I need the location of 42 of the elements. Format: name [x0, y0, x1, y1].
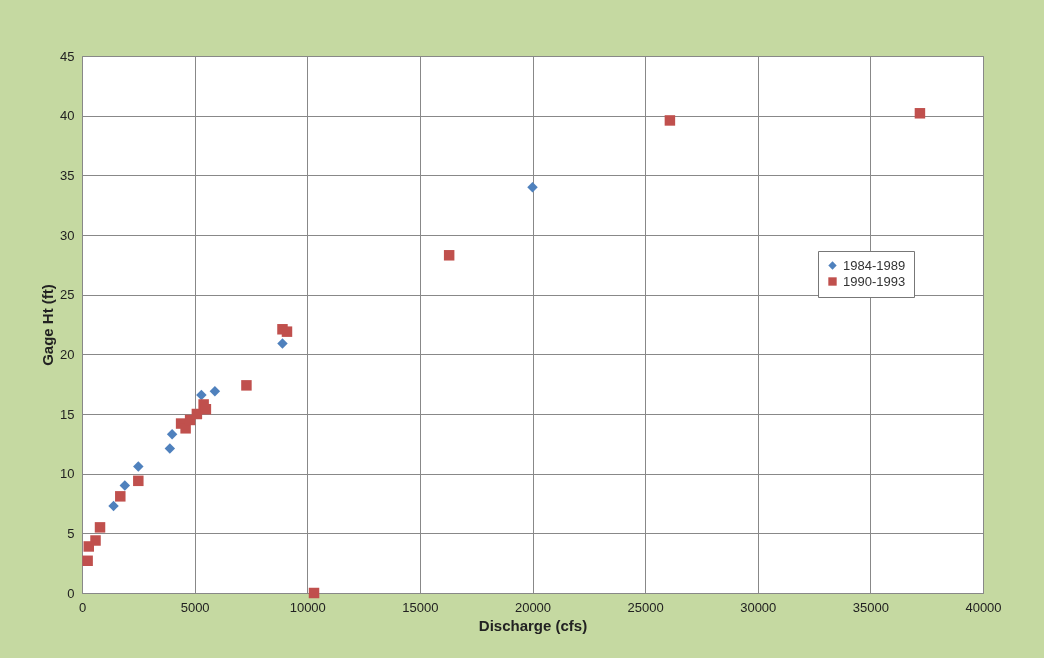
point	[94, 522, 106, 533]
point	[308, 587, 320, 599]
y-tick-label: 25	[60, 287, 75, 303]
x-tick-label: 10000	[289, 599, 326, 615]
x-tick-label: 40000	[965, 599, 1002, 615]
point	[90, 535, 101, 546]
y-tick-label: 30	[60, 227, 75, 243]
y-tick-label: 20	[60, 346, 75, 362]
y-tick-label: 0	[67, 585, 75, 601]
point	[664, 115, 676, 126]
point	[133, 475, 144, 487]
point	[164, 443, 176, 454]
x-tick-label: 35000	[852, 599, 889, 615]
point	[914, 108, 926, 119]
point	[443, 250, 455, 261]
x-tick-label: 25000	[627, 599, 664, 615]
x-tick-label: 20000	[514, 599, 552, 615]
x-tick-label: 15000	[402, 599, 439, 615]
y-tick-label: 10	[60, 466, 75, 482]
y-tick-label: 45	[60, 48, 75, 64]
point	[115, 491, 126, 502]
point	[82, 555, 93, 567]
legend-label: 1984-1989	[843, 257, 906, 273]
y-axis-title: Gage Ht (ft)	[39, 284, 57, 366]
point	[166, 429, 178, 440]
legend-label: 1990-1993	[843, 273, 906, 289]
y-tick-label: 15	[60, 406, 75, 422]
y-tick-label: 40	[60, 108, 75, 124]
point	[277, 338, 288, 349]
y-tick-label: 5	[67, 525, 75, 541]
point	[241, 380, 252, 391]
x-axis-title: Discharge (cfs)	[478, 616, 588, 634]
y-tick-label: 35	[60, 167, 75, 183]
x-tick-label: 5000	[180, 599, 210, 615]
point	[281, 326, 293, 337]
x-tick-label: 0	[78, 599, 87, 615]
point	[527, 182, 538, 193]
point	[108, 500, 119, 512]
point	[119, 480, 131, 491]
point	[133, 461, 144, 472]
x-tick-label: 30000	[740, 599, 777, 615]
point	[209, 386, 221, 397]
